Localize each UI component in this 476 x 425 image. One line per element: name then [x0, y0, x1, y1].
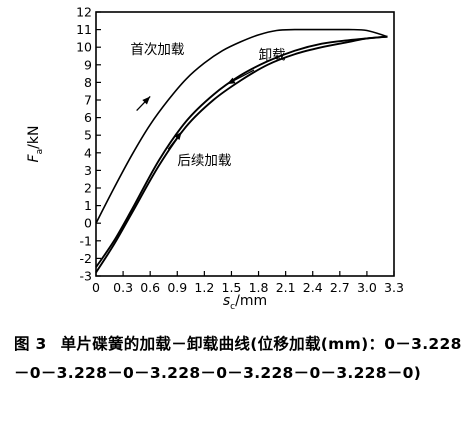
series-line-1	[95, 28, 388, 224]
x-tick-label: 0.3	[113, 280, 133, 295]
x-tick-label: 1.8	[249, 280, 269, 295]
label-subscript: a	[35, 149, 45, 155]
y-tick-label: 9	[84, 57, 92, 72]
y-tick-label: 2	[84, 181, 92, 196]
x-tick-label: 3.3	[384, 280, 404, 295]
series-line-3	[95, 35, 388, 273]
y-tick-label: 8	[84, 75, 92, 90]
x-tick-label: 2.4	[303, 280, 323, 295]
label-symbol: s	[223, 293, 230, 309]
series-line-2	[95, 35, 388, 268]
plot-frame	[95, 11, 395, 277]
y-tick-label: 11	[76, 22, 92, 37]
annotation-arrow-head	[142, 96, 151, 105]
x-axis-label: sc/mm	[223, 293, 267, 310]
x-tick-label: 3.0	[357, 280, 377, 295]
label-unit: /mm	[235, 293, 267, 309]
y-tick-label: 12	[76, 5, 92, 20]
series-group	[95, 28, 388, 273]
y-tick-label: -2	[80, 251, 92, 266]
y-axis-label: Fa/kN	[26, 126, 45, 163]
label-subscript: c	[230, 302, 235, 310]
y-tick-label: 3	[84, 163, 92, 178]
x-tick-label: 0.6	[140, 280, 160, 295]
y-tick-label: 4	[84, 145, 92, 160]
label-unit: /kN	[26, 126, 42, 149]
annotation-label: 卸载	[259, 48, 286, 64]
x-tick-label: 2.7	[330, 280, 350, 295]
figure-number: 图 3	[14, 335, 47, 353]
y-tick-label: 1	[84, 198, 92, 213]
y-tick-label: 5	[84, 128, 92, 143]
x-tick-label: 1.2	[194, 280, 214, 295]
x-tick-label: 2.1	[276, 280, 296, 295]
annotation-arrow-head	[174, 131, 182, 140]
y-tick-label: -3	[80, 269, 92, 284]
annotation-label: 首次加载	[130, 42, 184, 58]
y-tick-label: 7	[84, 93, 92, 108]
y-tick-label: 10	[76, 40, 92, 55]
annotation-label: 后续加载	[177, 153, 231, 169]
y-tick-label: -1	[80, 233, 92, 248]
x-tick-label: 0.9	[167, 280, 187, 295]
y-tick-label: 6	[84, 110, 92, 125]
chart: 0 0.3 0.6 0.9 1.2 1.5 1.8 2.1 2.4 2.7 3.0 3.3 -3 -2 -…	[26, 5, 404, 311]
x-axis: 0 0.3 0.6 0.9 1.2 1.5 1.8 2.1 2.4 2.7 3.0 3.3	[92, 271, 404, 295]
label-symbol: F	[26, 153, 42, 162]
annotation-arrow-head	[226, 77, 236, 85]
x-tick-label: 1.5	[222, 280, 242, 295]
x-tick-label: 0	[92, 280, 100, 295]
figure-caption: 图 3 单片碟簧的加载－卸载曲线(位移加载(mm)：0－3.228－0－3.228…	[14, 330, 466, 388]
caption-text: 单片碟簧的加载－卸载曲线(位移加载(mm)：0－3.228－0－3.228－0－…	[14, 335, 462, 382]
y-tick-label: 0	[84, 216, 92, 231]
